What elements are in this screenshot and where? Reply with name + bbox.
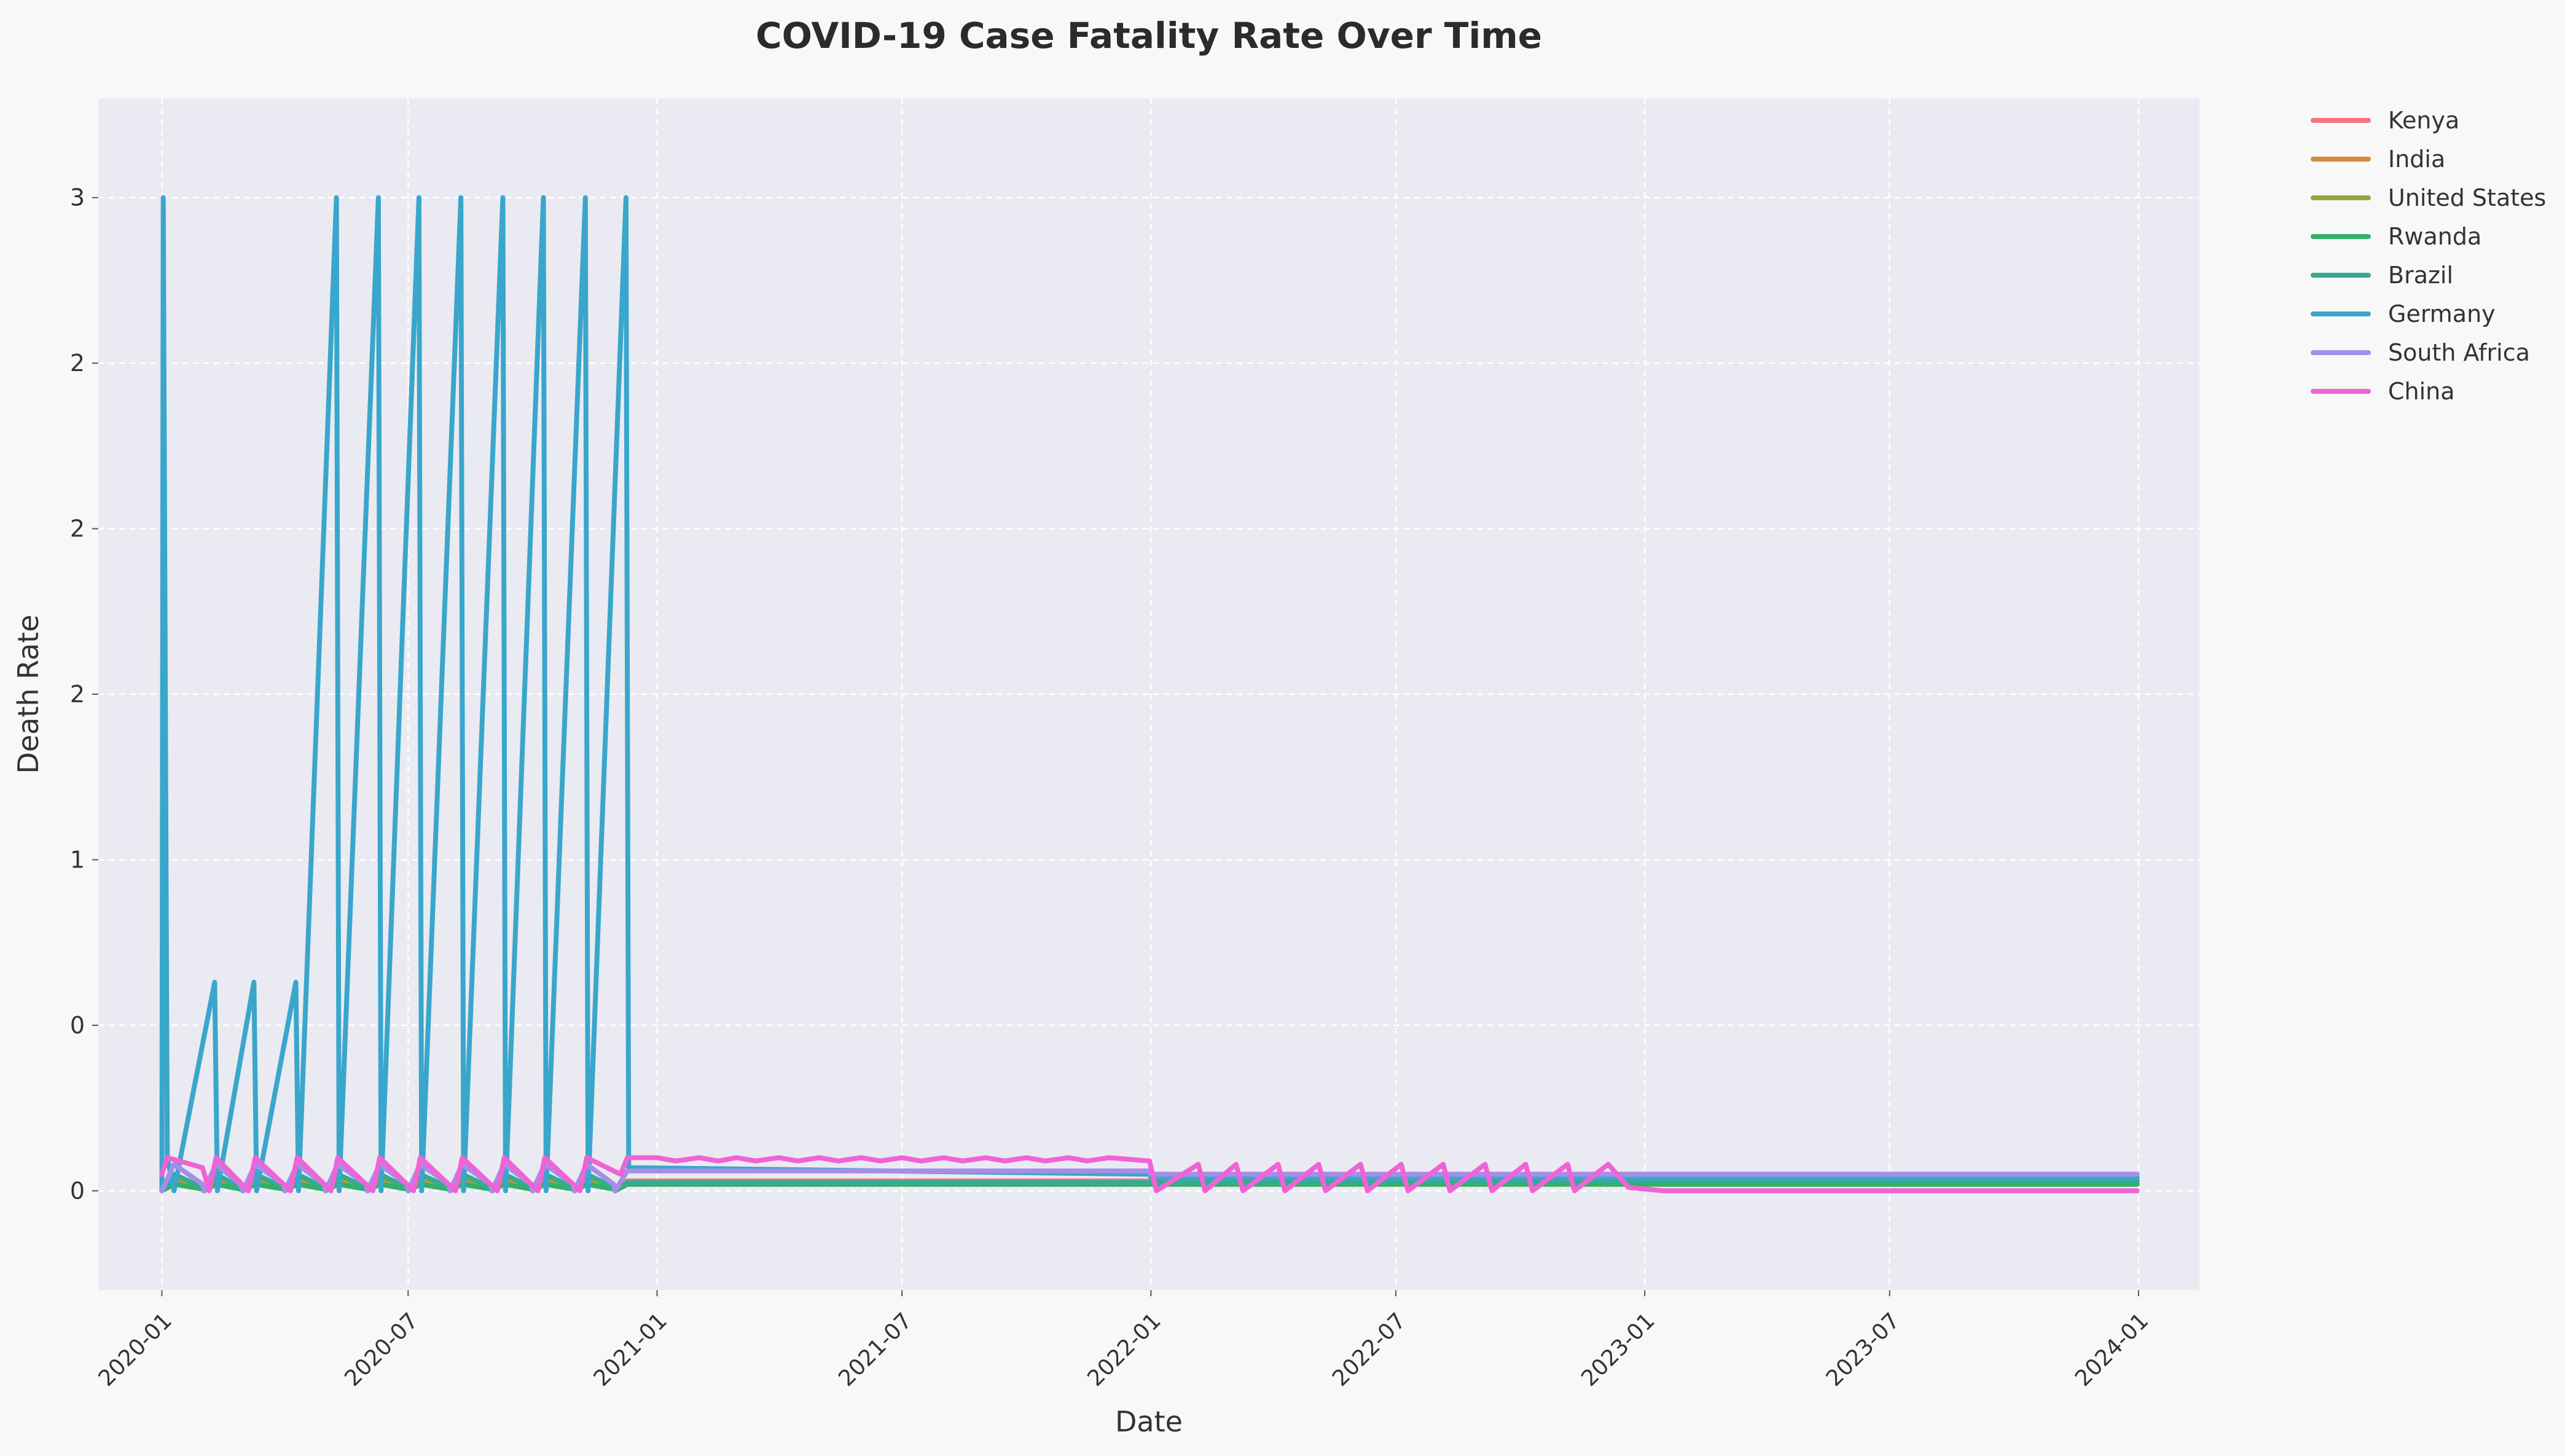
y-tick-label: 0 <box>70 1012 85 1039</box>
chart-title: COVID-19 Case Fatality Rate Over Time <box>756 15 1542 57</box>
y-tick-label: 2 <box>70 515 85 542</box>
y-tick-label: 2 <box>70 350 85 377</box>
y-tick-labels: 0 0 1 2 2 2 3 <box>70 184 98 1204</box>
series-layer <box>159 195 2140 1194</box>
y-tick-label: 0 <box>70 1177 85 1204</box>
legend-label: China <box>2388 378 2455 405</box>
y-tick-label: 1 <box>70 846 85 873</box>
legend-label: Kenya <box>2388 107 2459 134</box>
series-line-china <box>159 1155 2140 1194</box>
y-tick-label: 3 <box>70 184 85 211</box>
legend-label: Germany <box>2388 300 2496 327</box>
grid-layer <box>98 98 2199 1290</box>
legend-label: India <box>2388 146 2445 173</box>
legend: Kenya India United States Rwanda Brazil Germa… <box>2311 107 2546 405</box>
legend-label: South Africa <box>2388 339 2530 366</box>
legend-label: United States <box>2388 184 2546 211</box>
y-tick-label: 2 <box>70 681 85 708</box>
legend-label: Brazil <box>2388 262 2453 289</box>
x-axis-label: Date <box>1115 1405 1183 1438</box>
y-axis-label: Death Rate <box>12 614 45 773</box>
legend-label: Rwanda <box>2388 223 2481 250</box>
